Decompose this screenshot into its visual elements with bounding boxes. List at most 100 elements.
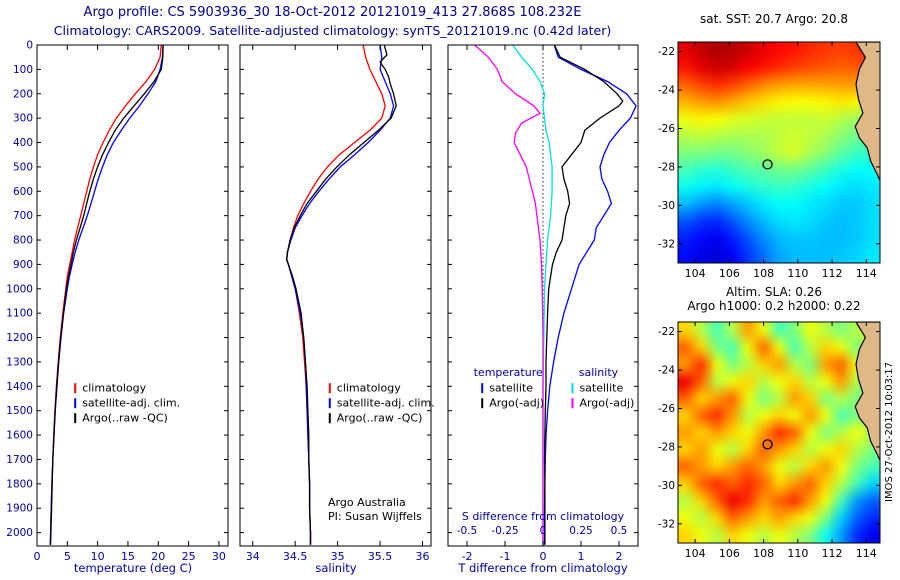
lon-tick-label: 110 <box>787 267 808 280</box>
x-tick-label: 34 <box>246 550 260 563</box>
s-axis-label: S difference from climatology <box>462 510 625 523</box>
depth-tick-label: 2000 <box>6 527 33 539</box>
series-argo-adj- <box>543 44 624 545</box>
series-argo-raw-qc- <box>49 44 164 545</box>
sst-heatmap <box>678 42 880 263</box>
legend-label: Argo(-adj) <box>489 397 544 410</box>
figure-title-line1: Argo profile: CS 5903936_30 18-Oct-2012 … <box>83 5 582 20</box>
sla-map-title-line2: Argo h1000: 0.2 h2000: 0.22 <box>687 299 861 313</box>
depth-tick-label: 1800 <box>6 478 33 490</box>
axes-box <box>239 44 432 547</box>
legend-label: satellite <box>489 382 533 395</box>
sla-heatmap <box>678 322 880 543</box>
lat-tick-label: -26 <box>658 403 675 415</box>
x-tick-label: 20 <box>151 550 165 563</box>
lon-tick-label: 106 <box>719 547 740 560</box>
salinity-profile-chart: 34 34.5 35 35.5 36 climatology satellite-adj. … <box>239 44 435 563</box>
legend-group-title: salinity <box>579 366 619 379</box>
map-axes-box <box>677 321 881 544</box>
depth-tick-label: 0 <box>26 40 33 52</box>
depth-tick-label: 400 <box>13 137 33 149</box>
legend-label: satellite-adj. clim. <box>337 397 435 410</box>
imos-watermark: IMOS 27-Oct-2012 10:03:17 <box>884 361 895 503</box>
s-axis-tick-label: -0.25 <box>491 525 518 537</box>
lon-tick-label: 114 <box>856 547 877 560</box>
axes-box <box>36 44 229 547</box>
lat-tick-label: -22 <box>658 326 675 338</box>
series-satellite-adj-clim- <box>49 44 164 545</box>
x-tick-label: 0 <box>540 550 547 563</box>
legend-label: satellite-adj. clim. <box>82 397 180 410</box>
s-axis-tick-label: -0.5 <box>457 525 478 537</box>
argo-australia-annotation: Argo Australia <box>328 496 406 509</box>
depth-tick-label: 300 <box>13 113 33 125</box>
temperature-axis-label: temperature (deg C) <box>73 561 193 575</box>
lat-tick-label: -28 <box>658 441 675 453</box>
lat-tick-label: -30 <box>658 200 675 212</box>
x-tick-label: 34.5 <box>283 550 308 563</box>
lon-tick-label: 104 <box>685 267 706 280</box>
series-satellite <box>543 44 637 545</box>
lat-tick-label: -26 <box>658 123 675 135</box>
series-argo-adj- <box>474 44 544 545</box>
sst-map-title: sat. SST: 20.7 Argo: 20.8 <box>699 12 849 26</box>
lon-tick-label: 108 <box>753 547 774 560</box>
lon-tick-label: 112 <box>822 547 843 560</box>
lat-tick-label: -28 <box>658 161 675 173</box>
x-tick-label: 30 <box>212 550 226 563</box>
series-satellite <box>512 44 553 545</box>
depth-tick-label: 500 <box>13 161 33 173</box>
legend-label: Argo(-adj) <box>579 397 634 410</box>
depth-tick-label: 1500 <box>6 405 33 417</box>
lat-tick-label: -32 <box>658 238 675 250</box>
x-tick-label: 36 <box>416 550 430 563</box>
x-tick-label: 2 <box>616 550 623 563</box>
x-tick-label: 1 <box>578 550 585 563</box>
depth-tick-label: 700 <box>13 210 33 222</box>
x-tick-label: -2 <box>462 550 473 563</box>
difference-profile-chart: -2 -1 0 1 2 temperature satellite Argo(-adj) sal… <box>447 44 639 563</box>
depth-tick-label: 1400 <box>6 381 33 393</box>
depth-tick-label: 600 <box>13 186 33 198</box>
x-tick-label: 0 <box>34 550 41 563</box>
depth-tick-label: 800 <box>13 235 33 247</box>
map-axes-box <box>677 41 881 264</box>
s-axis-tick-label: 0.5 <box>611 525 628 537</box>
s-axis-tick-label: 0 <box>540 525 547 537</box>
depth-tick-label: 1600 <box>6 430 33 442</box>
depth-tick-label: 1900 <box>6 503 33 515</box>
depth-tick-label: 1200 <box>6 332 33 344</box>
x-tick-label: 10 <box>91 550 105 563</box>
legend-group-title: temperature <box>474 366 543 379</box>
x-tick-label: 35.5 <box>368 550 393 563</box>
x-tick-label: 5 <box>64 550 71 563</box>
sst-map-overlay: 104 106 108 110 112 114 -22 -24 -26 -28 -30 -32 <box>658 41 881 280</box>
sla-map-title-line1: Altim. SLA: 0.26 <box>725 285 823 299</box>
lon-tick-label: 110 <box>787 547 808 560</box>
lat-tick-label: -24 <box>658 85 675 97</box>
series-satellite-adj-clim- <box>286 44 395 545</box>
pi-annotation: PI: Susan Wijffels <box>328 510 422 523</box>
salinity-axis-label: salinity <box>315 561 357 575</box>
depth-tick-label: 1000 <box>6 283 33 295</box>
s-axis-tick-label: 0.25 <box>569 525 592 537</box>
series-argo-raw-qc- <box>286 44 397 545</box>
figure-title-line2: Climatology: CARS2009. Satellite-adjuste… <box>53 23 612 38</box>
depth-tick-label: 100 <box>13 64 33 76</box>
t-difference-axis-label: T difference from climatology <box>458 561 628 575</box>
lon-tick-label: 106 <box>719 267 740 280</box>
series-climatology <box>286 44 386 545</box>
lat-tick-label: -22 <box>658 46 675 58</box>
legend-label: Argo(..raw -QC) <box>82 412 168 425</box>
coastline-land <box>854 42 880 182</box>
x-tick-label: 15 <box>121 550 135 563</box>
lon-tick-label: 112 <box>822 267 843 280</box>
float-position-marker <box>762 439 773 450</box>
sla-map-overlay: 104 106 108 110 112 114 -22 -24 -26 -28 -30 -32 <box>658 321 881 560</box>
depth-tick-label: 200 <box>13 88 33 100</box>
x-tick-label: 35 <box>331 550 345 563</box>
lat-tick-label: -32 <box>658 518 675 530</box>
x-tick-label: 25 <box>182 550 196 563</box>
legend-label: satellite <box>579 382 623 395</box>
